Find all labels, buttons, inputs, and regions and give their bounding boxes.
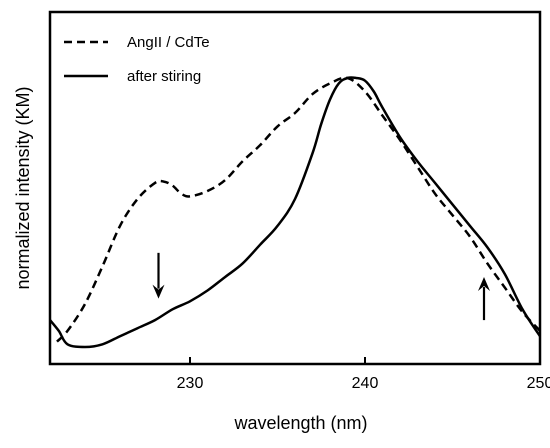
arrow-down-icon	[152, 284, 165, 299]
y-axis-label: normalized intensity (KM)	[13, 86, 33, 289]
x-tick-label: 250	[527, 375, 550, 392]
series-line-after-stiring	[49, 76, 542, 349]
legend-label-after-stiring: after stiring	[127, 68, 201, 85]
plot-frame	[48, 10, 542, 366]
series-line-angii-cdte	[56, 76, 541, 343]
x-ticks: 230 240 250	[177, 357, 550, 392]
series-layer	[49, 76, 542, 349]
arrow-up-icon	[478, 277, 490, 292]
x-tick-label: 230	[177, 375, 204, 392]
x-tick-label: 240	[352, 375, 379, 392]
legend: AngII / CdTe after stiring	[64, 34, 210, 85]
legend-label-angii-cdte: AngII / CdTe	[127, 34, 210, 51]
x-axis-label: wavelength (nm)	[233, 413, 367, 433]
annotation-arrows	[152, 252, 490, 321]
